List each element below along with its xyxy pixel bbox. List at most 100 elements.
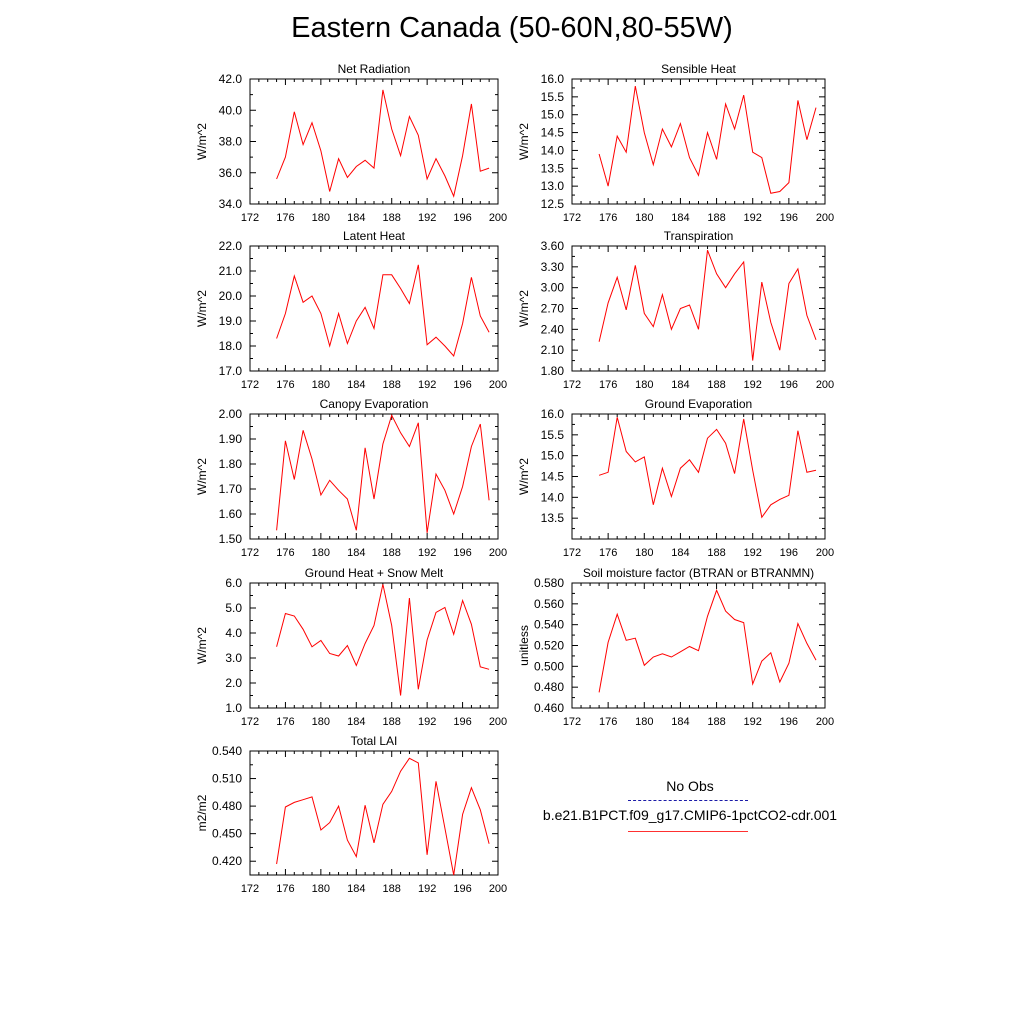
x-tick-label: 196 [453, 716, 471, 728]
x-tick-label: 184 [671, 547, 689, 559]
y-tick-label: 1.90 [219, 432, 243, 446]
x-tick-label: 200 [489, 212, 507, 224]
y-tick-label: 3.00 [541, 281, 565, 295]
y-tick-label: 20.0 [219, 289, 243, 303]
y-axis-label: W/m^2 [517, 290, 531, 327]
x-tick-label: 176 [276, 547, 294, 559]
y-tick-label: 18.0 [219, 339, 243, 353]
y-axis-label: W/m^2 [195, 290, 209, 327]
y-tick-label: 0.580 [534, 576, 564, 590]
x-tick-label: 196 [453, 212, 471, 224]
x-tick-label: 200 [489, 547, 507, 559]
panel-title: Total LAI [351, 734, 398, 748]
y-tick-label: 38.0 [219, 135, 243, 149]
y-tick-label: 2.70 [541, 302, 565, 316]
y-tick-label: 3.60 [541, 239, 565, 253]
panel-title: Canopy Evaporation [320, 397, 429, 411]
y-tick-label: 0.560 [534, 597, 564, 611]
x-tick-label: 200 [816, 547, 834, 559]
x-tick-label: 200 [816, 716, 834, 728]
x-tick-label: 188 [707, 716, 725, 728]
x-tick-label: 184 [347, 212, 365, 224]
x-tick-label: 192 [418, 379, 436, 391]
x-tick-label: 172 [241, 716, 259, 728]
x-tick-label: 200 [489, 883, 507, 895]
x-tick-label: 200 [816, 212, 834, 224]
y-tick-label: 34.0 [219, 197, 243, 211]
x-tick-label: 176 [276, 379, 294, 391]
plot-frame [571, 245, 826, 372]
plot-frame [249, 750, 499, 876]
y-axis-label: W/m^2 [195, 627, 209, 664]
series-line-1 [598, 588, 817, 693]
y-axis-label: W/m^2 [517, 458, 531, 495]
x-tick-label: 184 [347, 716, 365, 728]
y-tick-label: 6.0 [225, 576, 242, 590]
plot-frame [249, 413, 499, 540]
legend-obs-label: No Obs [666, 778, 714, 794]
x-tick-label: 184 [671, 212, 689, 224]
series-line-1 [276, 413, 490, 533]
x-tick-label: 184 [671, 716, 689, 728]
x-tick-label: 184 [347, 883, 365, 895]
x-tick-label: 172 [563, 716, 581, 728]
y-tick-label: 3.0 [225, 651, 242, 665]
x-tick-label: 184 [671, 379, 689, 391]
panel-title: Ground Heat + Snow Melt [305, 566, 444, 580]
y-tick-label: 2.00 [219, 407, 243, 421]
y-tick-label: 15.5 [541, 428, 565, 442]
x-tick-label: 180 [312, 547, 330, 559]
y-tick-label: 17.0 [219, 364, 243, 378]
x-tick-label: 176 [276, 716, 294, 728]
x-tick-label: 188 [707, 379, 725, 391]
x-tick-label: 172 [241, 212, 259, 224]
x-tick-label: 192 [744, 547, 762, 559]
y-tick-label: 2.0 [225, 676, 242, 690]
legend-model-label: b.e21.B1PCT.f09_g17.CMIP6-1pctCO2-cdr.00… [542, 807, 838, 823]
y-tick-label: 14.5 [541, 126, 565, 140]
chart-panel-2: Sensible Heat W/m^2 172 176 180 184 188 192 196 2… [517, 62, 834, 224]
chart-panel-6: Ground Evaporation W/m^2 172 176 180 184 188 19… [517, 397, 834, 559]
plot-frame [571, 413, 826, 540]
x-tick-label: 188 [383, 547, 401, 559]
panel-title: Ground Evaporation [645, 397, 752, 411]
chart-panel-7: Ground Heat + Snow Melt W/m^2 172 176 180 184… [195, 566, 507, 728]
chart-panel-9: Total LAI m2/m2 172 176 180 184 188 192 196 200 0.… [195, 734, 507, 895]
x-tick-label: 184 [347, 379, 365, 391]
y-tick-label: 1.60 [219, 507, 243, 521]
legend-model-line [628, 831, 748, 832]
x-tick-label: 192 [744, 716, 762, 728]
y-tick-label: 12.5 [541, 197, 565, 211]
y-tick-label: 15.0 [541, 449, 565, 463]
x-tick-label: 172 [563, 212, 581, 224]
y-axis-label: W/m^2 [195, 123, 209, 160]
x-tick-label: 172 [241, 379, 259, 391]
y-axis-label: W/m^2 [195, 458, 209, 495]
x-tick-label: 184 [347, 547, 365, 559]
figure-title: Eastern Canada (50-60N,80-55W) [291, 12, 733, 44]
y-tick-label: 0.540 [534, 618, 564, 632]
y-tick-label: 4.0 [225, 626, 242, 640]
plot-frame [249, 245, 499, 372]
y-tick-label: 0.520 [534, 639, 564, 653]
y-tick-label: 1.0 [225, 701, 242, 715]
x-tick-label: 188 [707, 212, 725, 224]
y-tick-label: 0.420 [212, 854, 242, 868]
plot-frame [249, 582, 499, 709]
y-tick-label: 15.5 [541, 90, 565, 104]
x-tick-label: 180 [312, 716, 330, 728]
x-tick-label: 192 [744, 379, 762, 391]
x-tick-label: 196 [780, 212, 798, 224]
x-tick-label: 188 [383, 883, 401, 895]
x-tick-label: 188 [383, 716, 401, 728]
x-tick-label: 180 [635, 212, 653, 224]
y-tick-label: 13.5 [541, 511, 565, 525]
panel-title: Latent Heat [343, 229, 406, 243]
x-tick-label: 180 [312, 883, 330, 895]
y-tick-label: 0.450 [212, 827, 242, 841]
y-tick-label: 1.80 [219, 457, 243, 471]
x-tick-label: 192 [418, 212, 436, 224]
x-tick-label: 200 [489, 716, 507, 728]
y-tick-label: 2.10 [541, 343, 565, 357]
plot-frame [571, 582, 826, 709]
